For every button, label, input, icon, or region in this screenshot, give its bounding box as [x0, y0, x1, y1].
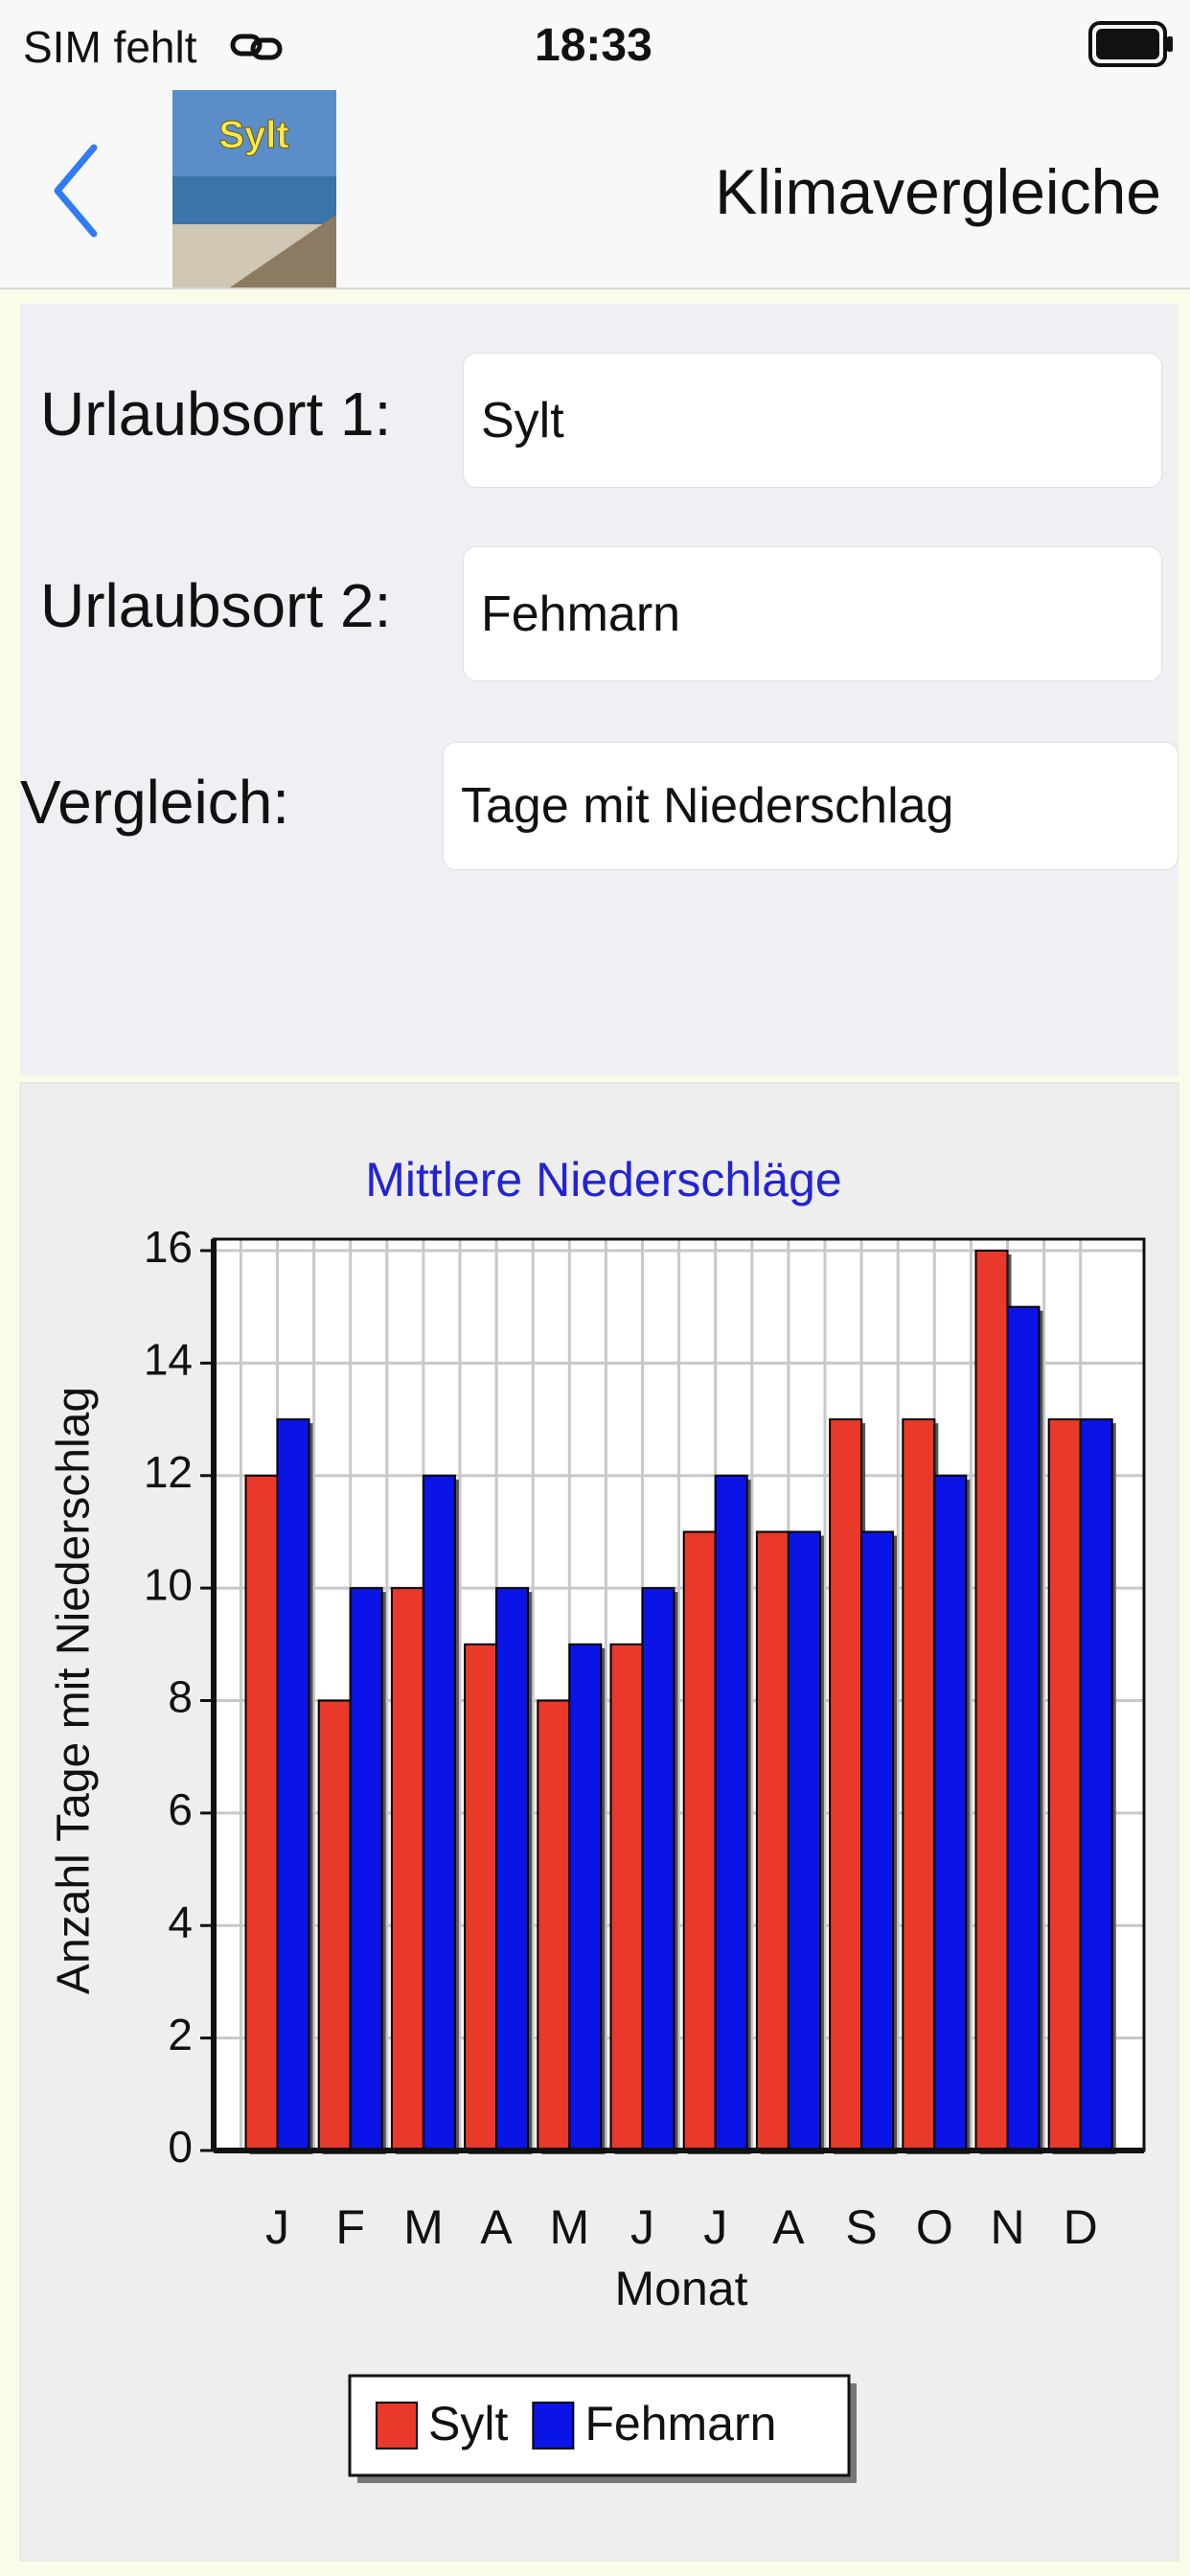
legend-label: Sylt: [428, 2397, 508, 2450]
form-label: Urlaubsort 2:: [40, 571, 392, 640]
bar: [537, 1699, 571, 2151]
bar: [464, 1643, 498, 2151]
bar: [1047, 1418, 1082, 2151]
y-tick-label: 10: [144, 1559, 193, 1609]
x-tick-label: M: [403, 2200, 444, 2254]
x-tick-label: M: [549, 2200, 589, 2254]
bar: [902, 1418, 936, 2151]
bar: [276, 1418, 310, 2151]
x-tick-label: J: [265, 2200, 289, 2254]
x-tick-label: O: [916, 2200, 953, 2254]
bar: [244, 1474, 279, 2151]
battery-icon: [1088, 21, 1173, 67]
thumbnail: Sylt: [172, 90, 336, 288]
bar: [1079, 1418, 1113, 2151]
bar: [860, 1530, 895, 2151]
bar: [682, 1530, 717, 2151]
y-tick-label: 6: [168, 1784, 193, 1834]
x-tick-label: N: [990, 2200, 1024, 2254]
x-tick-label: S: [845, 2200, 877, 2254]
carrier: SIM fehlt: [23, 22, 197, 72]
clock: 18:33: [535, 20, 652, 71]
y-axis-label: Anzahl Tage mit Niederschlag: [49, 1387, 100, 1994]
link-icon: [230, 34, 283, 60]
y-tick-label: 16: [144, 1222, 193, 1272]
text-field[interactable]: Fehmarn: [463, 546, 1162, 681]
y-tick-label: 2: [168, 2010, 193, 2059]
bar: [714, 1474, 748, 2151]
text-field[interactable]: Tage mit Niederschlag: [443, 742, 1179, 870]
thumbnail-label: Sylt: [218, 114, 288, 156]
form-label: Vergleich:: [20, 768, 290, 837]
y-tick-label: 12: [144, 1447, 193, 1497]
y-tick-label: 8: [168, 1672, 193, 1722]
chart-title: Mittlere Niederschläge: [365, 1153, 841, 1207]
x-tick-label: A: [480, 2200, 513, 2254]
bar: [317, 1699, 352, 2151]
bar: [422, 1474, 456, 2151]
text-field[interactable]: Sylt: [463, 353, 1162, 488]
x-tick-label: J: [703, 2200, 727, 2254]
bar: [829, 1418, 863, 2151]
bar: [568, 1643, 603, 2151]
nav-bar: Sylt Klimavergleiche: [0, 90, 1190, 289]
legend-label: Fehmarn: [584, 2397, 776, 2450]
bar: [609, 1643, 644, 2151]
x-tick-label: D: [1064, 2200, 1098, 2254]
y-tick-label: 0: [168, 2122, 193, 2172]
bar: [390, 1587, 424, 2151]
x-tick-label: F: [335, 2200, 365, 2254]
legend-swatch: [532, 2402, 575, 2450]
form-label: Urlaubsort 1:: [40, 380, 392, 448]
x-tick-label: A: [772, 2200, 805, 2254]
bar: [349, 1587, 383, 2151]
status-bar: SIM fehlt 18:33: [0, 0, 1190, 90]
bar: [1006, 1305, 1041, 2151]
bar: [641, 1587, 675, 2151]
bar: [933, 1474, 968, 2151]
y-tick-label: 4: [168, 1897, 193, 1946]
x-tick-label: J: [630, 2200, 654, 2254]
bar: [974, 1250, 1009, 2151]
legend-swatch: [376, 2402, 418, 2450]
legend: [348, 2374, 851, 2477]
bar: [787, 1530, 821, 2151]
back-button[interactable]: [48, 138, 105, 243]
nav-title: Klimavergleiche: [715, 156, 1161, 227]
bar: [755, 1530, 790, 2151]
bar: [495, 1587, 530, 2151]
y-tick-label: 14: [144, 1335, 193, 1385]
x-axis-label: Monat: [615, 2262, 748, 2315]
